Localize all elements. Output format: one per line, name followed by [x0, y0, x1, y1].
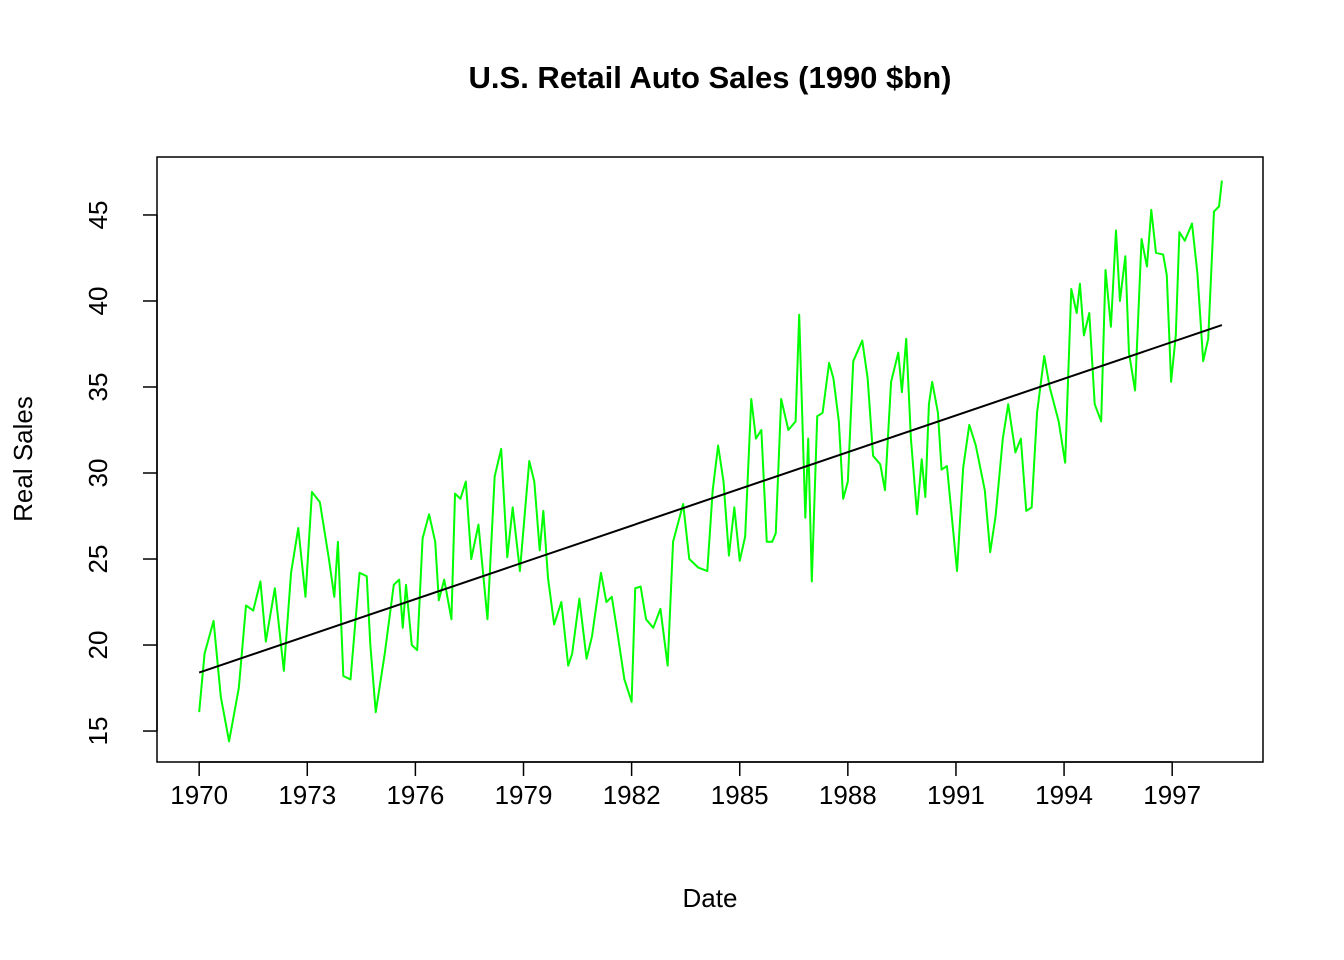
- data-line: [198, 324, 1223, 674]
- y-tick-label: 20: [83, 631, 113, 660]
- x-axis-label: Date: [683, 883, 738, 913]
- x-tick-label: 1976: [386, 780, 444, 810]
- y-tick-label: 30: [83, 459, 113, 488]
- plot-frame: [156, 156, 1264, 763]
- x-tick-label: 1970: [170, 780, 228, 810]
- x-tick-label: 1982: [603, 780, 661, 810]
- x-tick-label: 1985: [711, 780, 769, 810]
- x-tick-label: 1988: [819, 780, 877, 810]
- chart-title: U.S. Retail Auto Sales (1990 $bn): [469, 60, 952, 95]
- y-tick-label: 45: [83, 201, 113, 230]
- data-line: [198, 180, 1223, 743]
- y-tick-label: 25: [83, 545, 113, 574]
- y-tick-label: 35: [83, 373, 113, 402]
- x-tick-label: 1979: [495, 780, 553, 810]
- x-tick-label: 1994: [1035, 780, 1093, 810]
- x-tick-label: 1991: [927, 780, 985, 810]
- y-tick-label: 15: [83, 717, 113, 746]
- y-tick-label: 40: [83, 287, 113, 316]
- x-tick-label: 1997: [1143, 780, 1201, 810]
- x-tick-label: 1973: [278, 780, 336, 810]
- y-axis-label: Real Sales: [8, 396, 38, 522]
